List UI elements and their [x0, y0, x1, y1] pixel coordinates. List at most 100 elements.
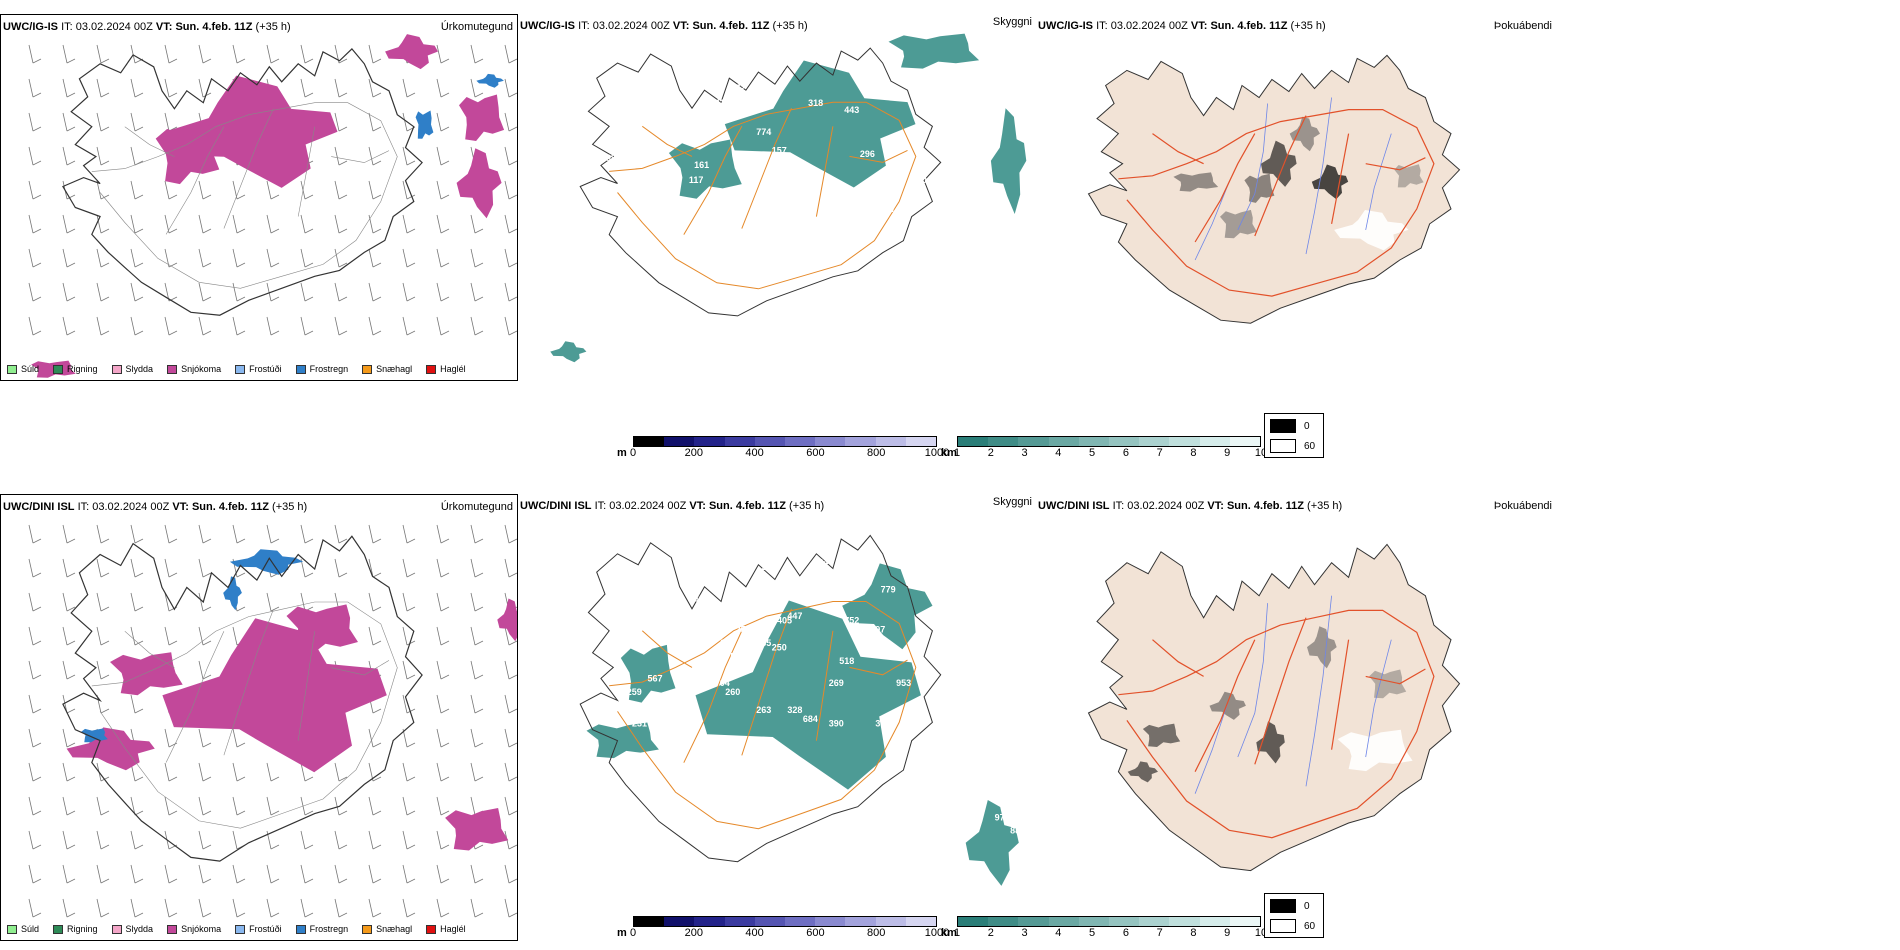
legend-label: Snæhagl: [376, 924, 413, 934]
cloudbase-label: 752: [844, 616, 859, 626]
fog-index-area: [1244, 173, 1275, 203]
wind-barb: [504, 898, 517, 918]
cloudbase-label: 50: [673, 109, 683, 119]
wind-barb: [130, 864, 144, 884]
cloudbase-label: 288: [601, 153, 616, 163]
colorbar-tick-label: 1: [953, 927, 961, 939]
wind-barb: [470, 660, 484, 680]
river-line: [1237, 103, 1268, 231]
cloudbase-label: 247: [948, 598, 963, 608]
wind-barb: [334, 830, 348, 850]
road-line: [297, 126, 315, 217]
legend-swatch: [53, 924, 64, 934]
fog-key-swatch: [1270, 419, 1296, 433]
legend-label: Súld: [21, 924, 40, 934]
wind-barb: [334, 864, 348, 884]
cloudbase-label: 321: [850, 580, 865, 590]
wind-barb: [266, 44, 280, 64]
legend-label: Rigning: [67, 364, 98, 374]
cloudbase-label: 613: [720, 638, 735, 648]
wind-barb: [368, 796, 382, 816]
road-line: [1194, 133, 1256, 243]
visibility-panel-row2: 352 258 684 565 336 384 321 779 446 143 357 247 806 2…: [518, 494, 1036, 941]
road-line: [331, 150, 390, 163]
wind-barb: [96, 44, 110, 64]
wind-barb: [198, 660, 212, 680]
wind-barb: [130, 248, 144, 268]
cloudbase-label: 577: [730, 651, 745, 661]
precip-legend: Súld Rigning Slydda Snjókoma Frostúði Frostre…: [7, 924, 466, 934]
wind-barb: [470, 592, 484, 612]
panel-header: UWC/IG-IS IT: 03.02.2024 00Z VT: Sun. 4.…: [3, 21, 291, 33]
road-line: [1152, 133, 1204, 165]
road-line: [609, 601, 917, 830]
low-visibility-area: [550, 341, 587, 363]
cloudbase-unit: m: [617, 927, 627, 939]
wind-barb: [266, 592, 280, 612]
fog-key-row: 0: [1270, 419, 1310, 433]
cloudbase-label: 259: [627, 687, 642, 697]
wind-barb: [164, 248, 178, 268]
wind-barb: [28, 898, 42, 918]
low-visibility-area: [990, 108, 1027, 214]
panel-title: Skyggni: [992, 16, 1032, 28]
wind-barb: [130, 898, 144, 918]
snow-area: [66, 727, 155, 771]
wind-barb: [470, 864, 484, 884]
wind-barb: [130, 78, 144, 98]
snow-area: [445, 808, 509, 851]
wind-barb: [198, 592, 212, 612]
wind-barb: [368, 78, 382, 98]
road-line: [683, 630, 743, 763]
wind-barb: [28, 558, 42, 578]
wind-barb: [62, 524, 76, 544]
cloudbase-label: 336: [689, 593, 704, 603]
colorbar-tick-label: 4: [1055, 447, 1062, 459]
colorbar-cell: [724, 917, 755, 926]
colorbar-tick-label: 9: [1224, 927, 1231, 939]
wind-barb: [62, 316, 76, 336]
wind-barb: [334, 282, 348, 302]
wind-barb: [28, 830, 42, 850]
fog-map-row1: [1087, 54, 1461, 324]
legend-item: Frostregn: [295, 924, 348, 934]
colorbar-cell: [815, 437, 846, 446]
legend-label: Frostúði: [249, 364, 282, 374]
wind-barb: [334, 146, 348, 166]
snow-area: [385, 34, 438, 70]
wind-barb: [62, 830, 76, 850]
road-line: [849, 659, 908, 676]
wind-barb: [300, 316, 314, 336]
wind-barb: [402, 214, 416, 234]
coastline: [62, 48, 423, 316]
wind-barb: [198, 898, 212, 918]
fog-key-row: 60: [1270, 439, 1315, 453]
wind-barb: [62, 898, 76, 918]
legend-item: Slydda: [111, 364, 153, 374]
cloudbase-colorbar-row1: m 0 200 400 600 800 1000: [617, 436, 949, 459]
wind-barb: [368, 248, 382, 268]
freezing-rain-area: [415, 110, 434, 139]
fog-index-area: [1369, 669, 1407, 699]
legend-item: Snjókoma: [167, 364, 221, 374]
legend-swatch: [426, 924, 437, 934]
wind-barb: [62, 762, 76, 782]
cloudbase-label: 704: [715, 678, 730, 688]
colorbar-cell: [1109, 917, 1140, 926]
wind-barb: [334, 44, 348, 64]
cloudbase-label: 45: [948, 179, 958, 189]
wind-barb: [28, 112, 42, 132]
cloudbase-label: 290: [912, 175, 927, 185]
wind-barb: [504, 78, 517, 98]
colorbar-tick-label: 400: [745, 927, 764, 939]
cloudbase-label: 328: [787, 705, 802, 715]
colorbar-tick-label: 6: [1122, 927, 1129, 939]
wind-barb: [334, 214, 348, 234]
fog-panel-row1: UWC/IG-IS IT: 03.02.2024 00Z VT: Sun. 4.…: [1036, 14, 1556, 381]
fog-index-area: [1289, 116, 1320, 152]
wind-barb: [334, 248, 348, 268]
colorbar-cell: [664, 917, 695, 926]
wind-barb: [436, 728, 450, 748]
cloudbase-label: 235: [756, 638, 771, 648]
wind-barb: [436, 796, 450, 816]
